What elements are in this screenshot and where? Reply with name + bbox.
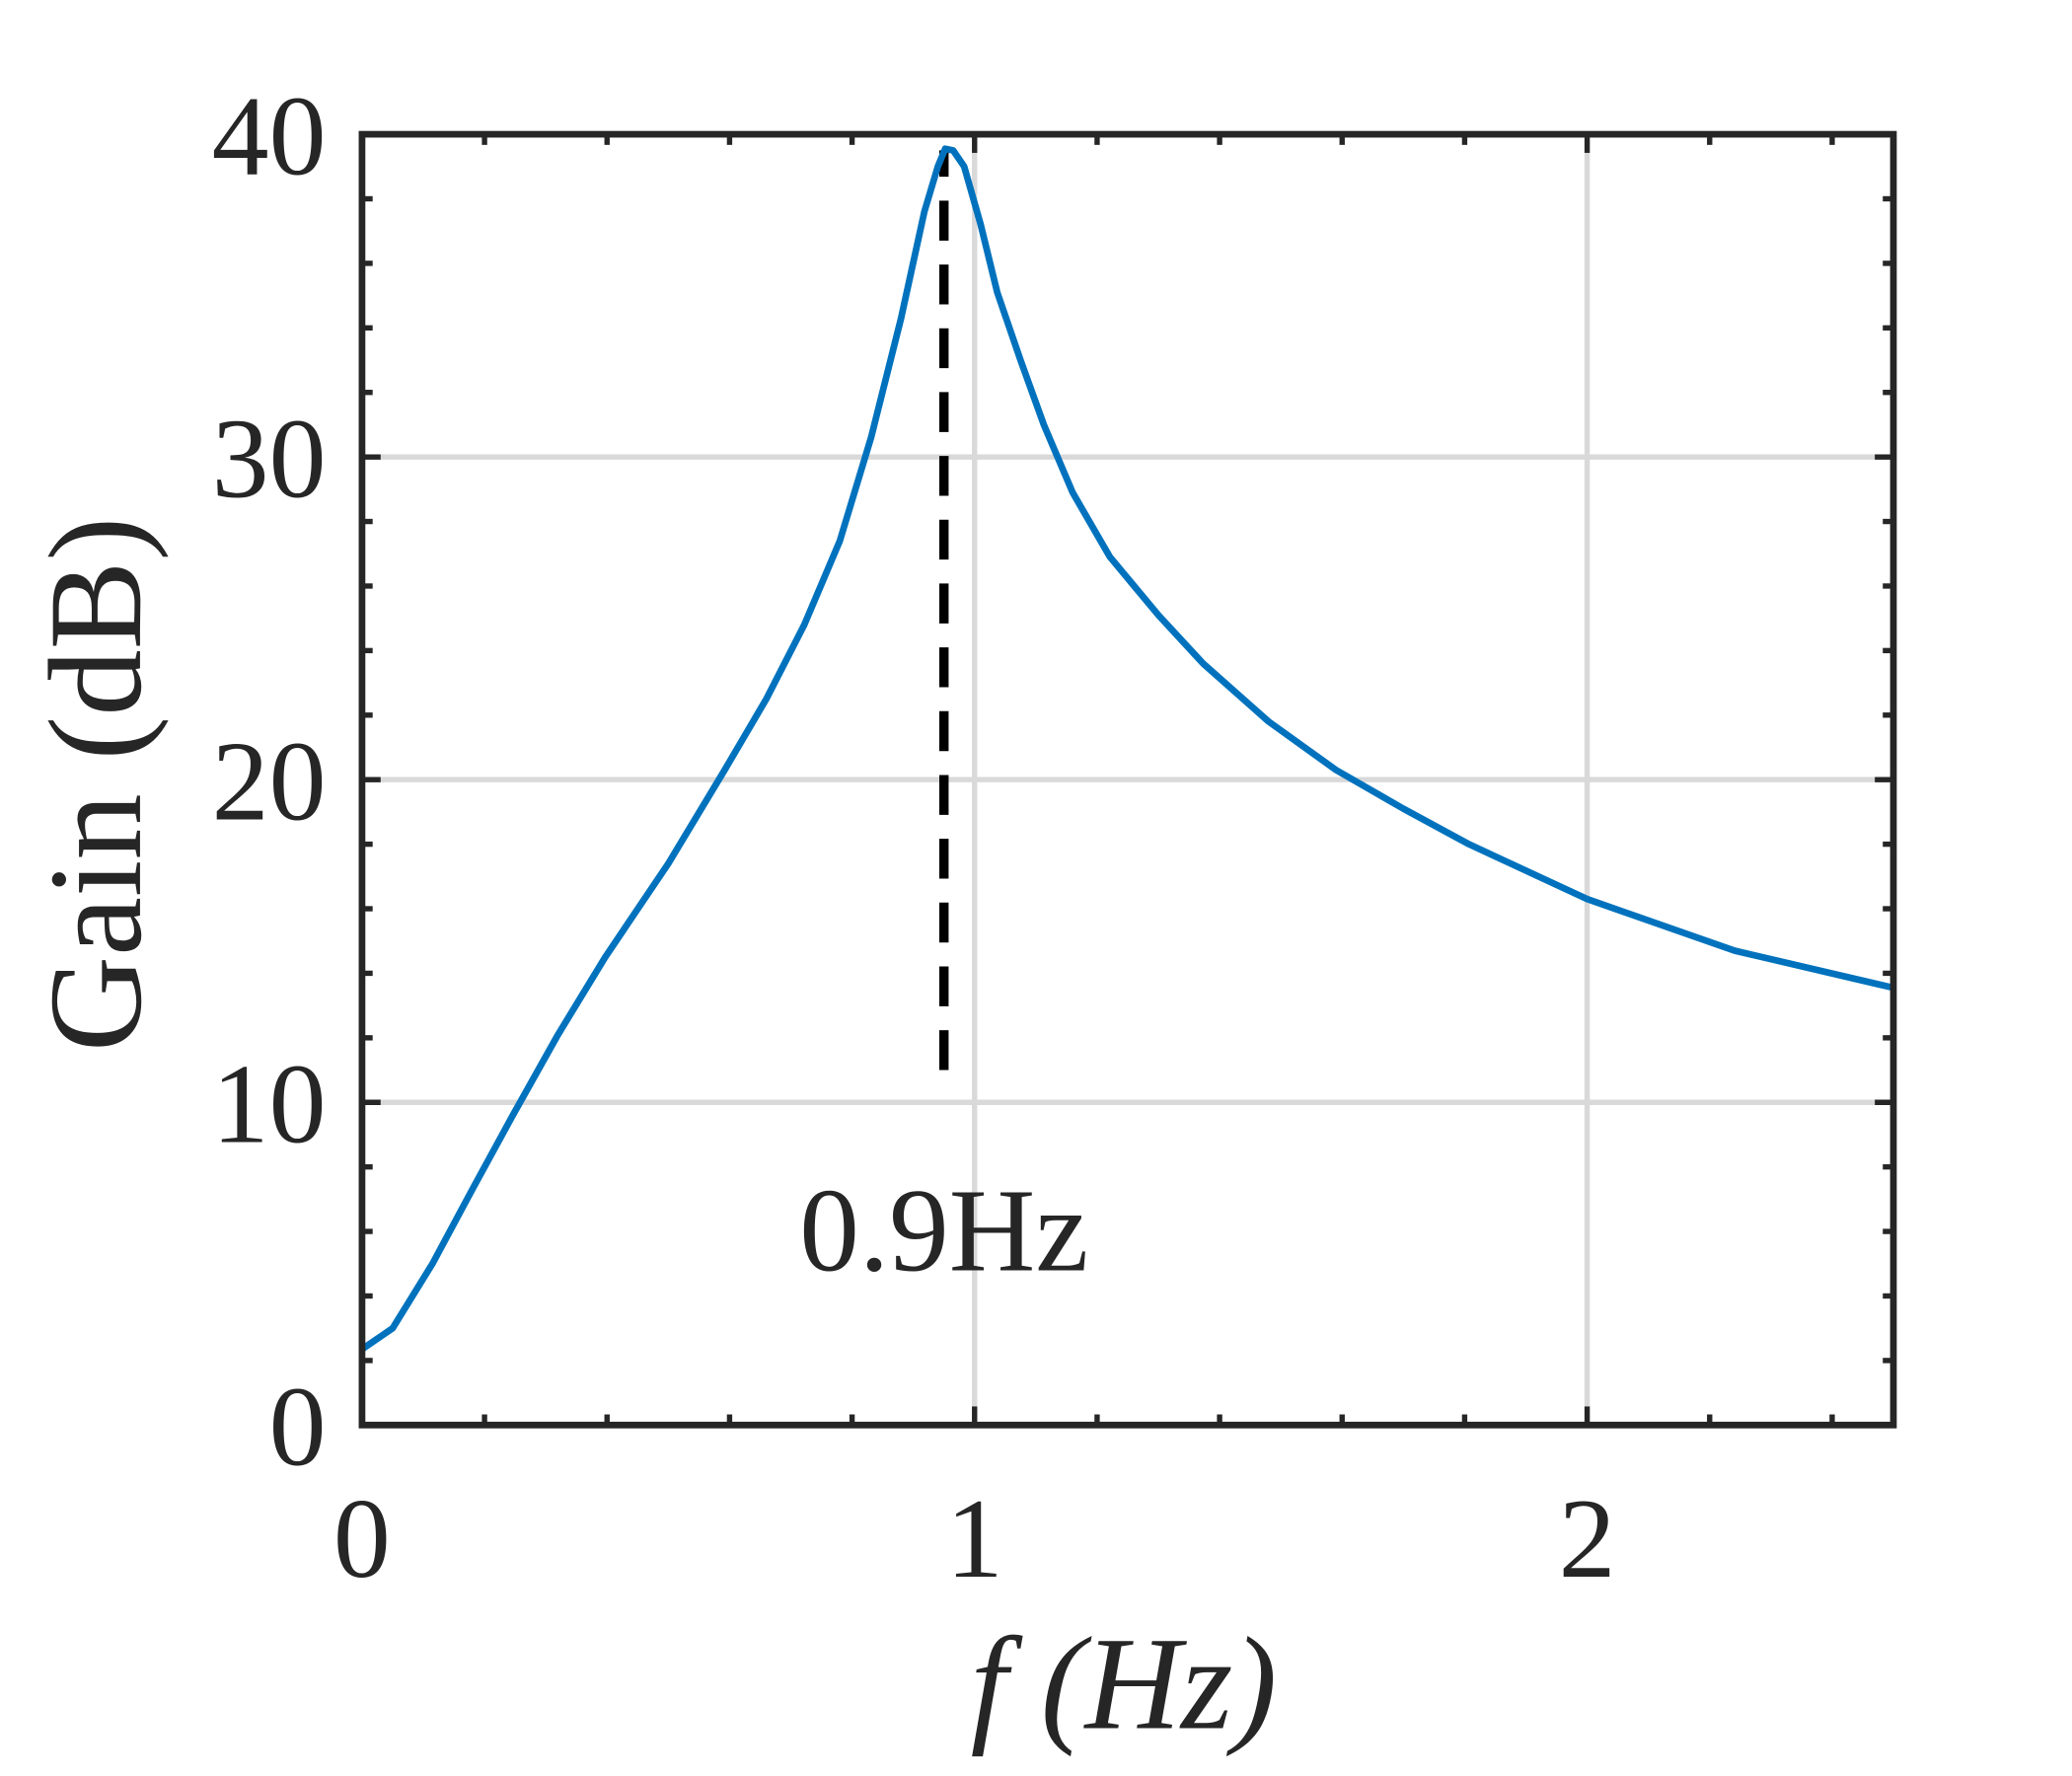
x-axis-label: f (Hz)	[971, 1610, 1278, 1757]
x-tick-label: 0	[333, 1476, 391, 1602]
y-tick-label: 10	[212, 1042, 327, 1168]
y-tick-label: 40	[212, 73, 327, 199]
y-tick-label: 0	[269, 1365, 327, 1491]
series-line	[360, 145, 1894, 1353]
y-tick-label: 20	[212, 719, 327, 846]
y-axis-label: Gain (dB)	[23, 517, 170, 1052]
x-tick-label: 2	[1559, 1476, 1616, 1602]
x-tick-label: 1	[946, 1476, 1003, 1602]
plot-frame	[358, 130, 1897, 1429]
y-tick-label: 30	[212, 397, 327, 523]
annotation: 0.9Hz	[799, 1165, 1088, 1297]
